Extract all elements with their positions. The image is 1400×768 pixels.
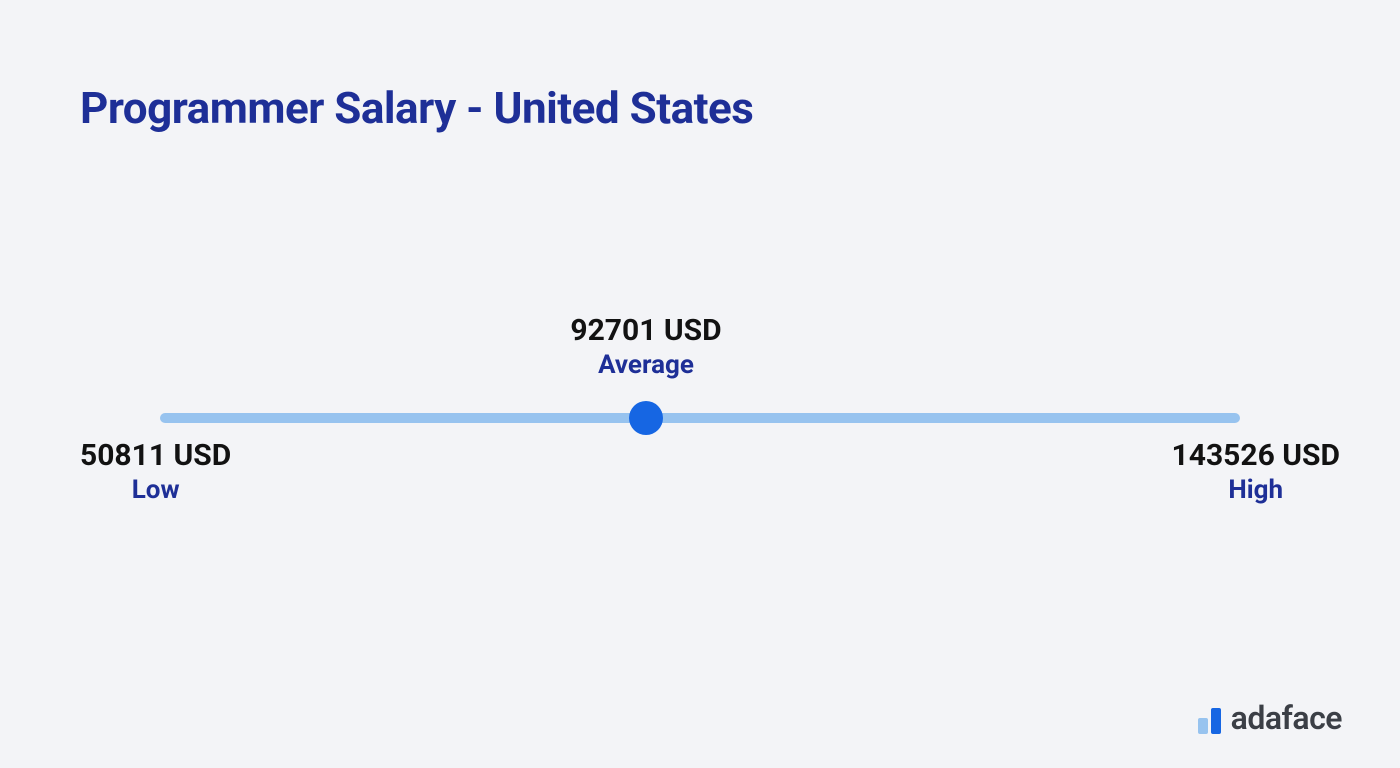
high-group: 143526 USD High [1172, 438, 1340, 505]
salary-range-chart: 92701 USD Average [160, 413, 1240, 423]
brand-bar-tall-icon [1211, 708, 1221, 734]
average-label: Average [570, 350, 721, 380]
high-value: 143526 USD [1172, 438, 1340, 473]
range-track [160, 413, 1240, 423]
average-group: 92701 USD Average [570, 313, 721, 380]
page-title: Programmer Salary - United States [80, 82, 753, 134]
average-marker [629, 401, 663, 435]
low-group: 50811 USD Low [80, 438, 231, 505]
average-value: 92701 USD [570, 313, 721, 348]
brand-name: adaface [1231, 702, 1342, 734]
brand-bar-short-icon [1198, 718, 1208, 734]
low-label: Low [80, 475, 231, 505]
brand-logo: adaface [1198, 702, 1342, 734]
high-label: High [1172, 475, 1340, 505]
brand-bars-icon [1198, 704, 1221, 734]
low-value: 50811 USD [80, 438, 231, 473]
